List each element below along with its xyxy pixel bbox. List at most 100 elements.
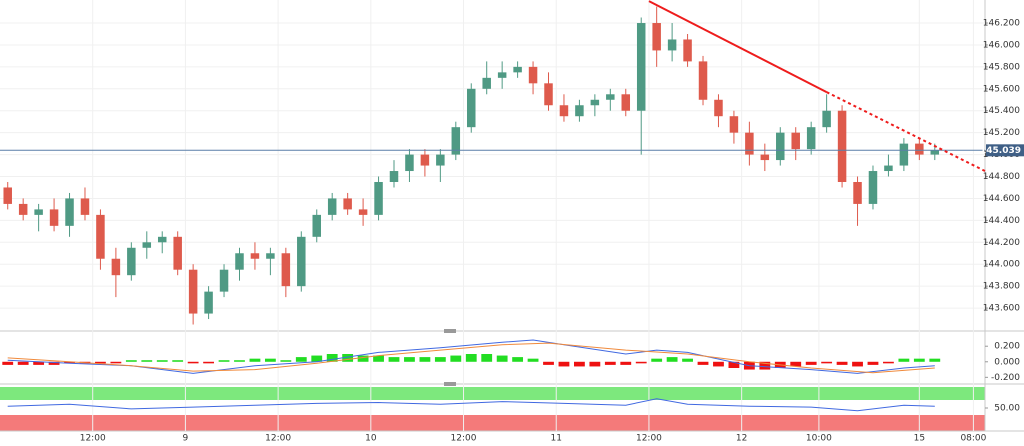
x-tick-label: 15 [914, 434, 925, 444]
candle-body [34, 209, 43, 215]
candle-body [528, 66, 538, 84]
candle-body [235, 253, 244, 270]
candle-body [636, 23, 646, 111]
histogram-bar [821, 361, 833, 364]
candle-body [575, 105, 584, 117]
histogram-bar [589, 361, 601, 367]
candle-body [791, 132, 800, 150]
candle-body [652, 23, 661, 51]
trendline [648, 0, 828, 93]
candle-body [837, 110, 847, 182]
histogram-bar [883, 361, 894, 364]
histogram-bar [125, 360, 137, 362]
candle-body [621, 94, 631, 111]
candle-body [853, 181, 862, 204]
x-tick-label: 12:00 [265, 434, 291, 444]
y-tick-label: 50.00 [994, 404, 1020, 414]
y-tick-label: 144.000 [983, 260, 1020, 270]
histogram-bar [249, 358, 261, 362]
candle-body [157, 236, 167, 243]
candle-body [806, 127, 816, 150]
histogram-bar [95, 361, 106, 364]
candle-body [467, 88, 476, 128]
histogram-bar [434, 357, 446, 362]
histogram-bar [929, 358, 941, 362]
histogram-bar [419, 357, 431, 362]
resize-handle[interactable] [444, 329, 456, 333]
histogram-bar [404, 357, 415, 362]
candle-body [312, 214, 321, 237]
candle-body [884, 165, 893, 172]
current-price-box [986, 144, 1024, 157]
candle-body [142, 242, 152, 248]
candle-body [281, 253, 291, 287]
candle-body [482, 77, 491, 89]
candle-body [714, 99, 723, 117]
histogram-bar [558, 361, 570, 367]
histogram-bar [913, 358, 925, 362]
histogram-bar [295, 357, 307, 362]
histogram-bar [635, 361, 647, 364]
candle-body [343, 198, 352, 210]
candle-body [374, 181, 383, 215]
candle-body [250, 253, 260, 259]
candle-body [451, 127, 461, 155]
y-tick-label: 144.400 [983, 216, 1020, 226]
candle-body [590, 99, 600, 106]
candle-body [868, 171, 878, 204]
histogram-bar [156, 360, 168, 362]
histogram-bar [311, 355, 323, 362]
candle-body [698, 61, 708, 100]
candle-body [822, 110, 831, 128]
resize-handle[interactable] [444, 382, 456, 386]
histogram-bar [713, 361, 724, 367]
candle-body [513, 66, 522, 73]
candle-body [127, 247, 136, 276]
histogram-bar [234, 360, 245, 362]
candle-body [559, 105, 569, 117]
y-tick-label: 144.800 [983, 172, 1020, 182]
histogram-bar [604, 361, 616, 365]
histogram-bar [48, 361, 60, 365]
histogram-bar [357, 355, 369, 362]
candle-body [358, 209, 368, 215]
candle-body [745, 132, 754, 155]
histogram-bar [64, 361, 75, 364]
histogram-bar [2, 361, 14, 365]
histogram-bar [110, 361, 122, 364]
histogram-bar [172, 360, 184, 362]
x-tick-label: 12:00 [636, 434, 662, 444]
y-tick-label: 146.000 [983, 40, 1020, 50]
y-tick-label: 145.800 [983, 62, 1020, 72]
histogram-bar [218, 360, 230, 362]
candle-body [204, 291, 213, 314]
x-tick-label: 10 [365, 434, 377, 444]
candle-body [776, 132, 785, 161]
histogram-bar [759, 361, 771, 370]
histogram-bar [805, 361, 817, 365]
oversold-band [0, 415, 985, 431]
histogram-bar [852, 361, 863, 367]
histogram-bar [620, 361, 632, 365]
candle-body [930, 150, 940, 155]
x-tick-label: 12 [736, 434, 747, 444]
histogram-bar [17, 361, 29, 365]
x-tick-label: 9 [183, 434, 189, 444]
candle-body [729, 116, 739, 133]
histogram-bar [867, 361, 879, 365]
histogram-bar [666, 357, 678, 362]
histogram-bar [373, 355, 384, 362]
candle-body [297, 236, 306, 287]
histogram-bar [512, 357, 524, 362]
histogram-bar [543, 361, 554, 365]
y-tick-label: 145.600 [983, 84, 1020, 94]
y-tick-label: -0.200 [991, 373, 1020, 383]
y-tick-label: 145.400 [983, 106, 1020, 116]
histogram-bar [496, 355, 508, 362]
x-tick-label: 11 [551, 434, 562, 444]
candle-body [683, 39, 692, 62]
candle-body [111, 258, 121, 276]
y-tick-label: 0.000 [994, 357, 1020, 367]
candle-body [18, 203, 28, 215]
